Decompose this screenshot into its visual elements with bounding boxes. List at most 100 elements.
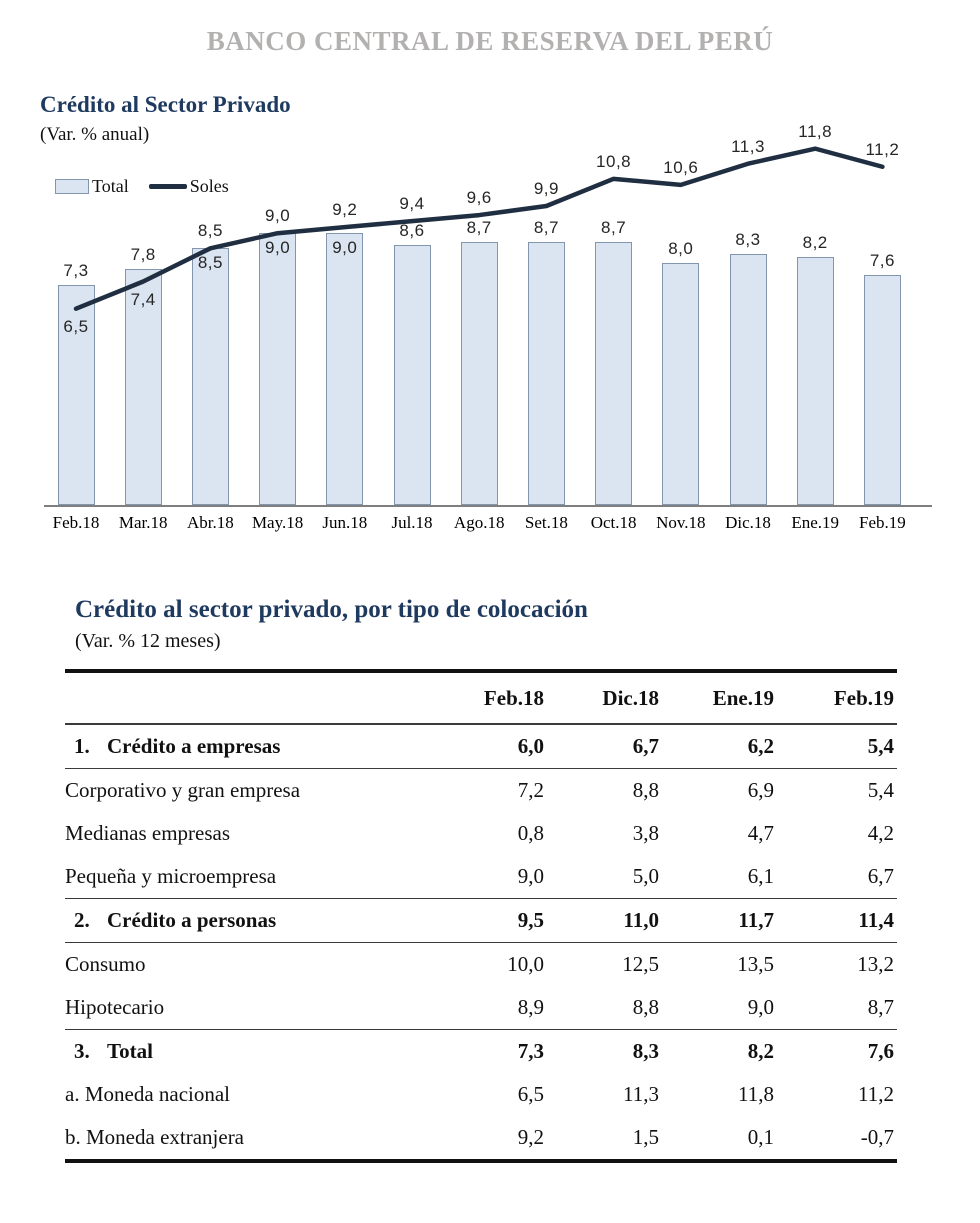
value-cell: 8,8	[632, 778, 659, 802]
x-axis-label: Jul.18	[391, 513, 433, 532]
value-cell: 7,2	[517, 778, 544, 802]
value-cell: 9,2	[517, 1125, 544, 1149]
line-value-label: 7,4	[130, 289, 156, 309]
value-cell: 0,8	[517, 821, 544, 845]
row-label: Corporativo y gran empresa	[65, 778, 301, 802]
value-cell: 8,7	[777, 986, 897, 1030]
value-cell: 13,2	[857, 952, 894, 976]
table-row: a. Moneda nacional 6,5 11,3 11,8 11,2	[65, 1073, 897, 1116]
value-cell: 9,0	[662, 986, 777, 1030]
chart-legend: Total Soles	[55, 176, 229, 197]
table-header-row: Feb.18 Dic.18 Ene.19 Feb.19	[65, 671, 897, 725]
value-cell: 5,4	[777, 724, 897, 769]
credit-chart: 7,3 6,5 Feb.18 7,8 7,4 Mar.18 8,5 8,5 Abr.18 9,0 9…	[0, 0, 980, 560]
value-cell: 11,0	[547, 898, 662, 943]
x-axis-label: Ene.19	[791, 513, 840, 532]
row-label: 1. Crédito a empresas	[65, 724, 432, 769]
value-cell: 9,5	[432, 898, 547, 943]
row-label: a. Moneda nacional	[65, 1082, 231, 1106]
row-number: 2.	[74, 908, 90, 932]
row-label-text: Total	[107, 1039, 153, 1063]
table-row: Medianas empresas 0,8 3,8 4,7 4,2	[65, 812, 897, 855]
table-title: Crédito al sector privado, por tipo de c…	[75, 596, 588, 623]
column-header: Feb.19	[777, 671, 897, 725]
value-cell: 3,8	[632, 821, 659, 845]
value-cell: 6,0	[432, 724, 547, 769]
line-value-label: 11,3	[731, 136, 765, 156]
bar-value-label: 7,8	[130, 245, 156, 265]
bar-value-label: 8,7	[601, 218, 627, 238]
value-cell: 6,9	[747, 778, 774, 802]
bar-value-label: 8,2	[802, 233, 828, 253]
line-value-label: 6,5	[63, 316, 89, 336]
line-value-label: 9,9	[533, 179, 559, 199]
bar-value-label: 8,7	[533, 218, 559, 238]
row-label: 2. Crédito a personas	[65, 898, 432, 943]
bar-value-label: 9,0	[265, 238, 291, 258]
total-bar	[460, 242, 498, 505]
bar-value-label: 8,6	[399, 221, 425, 241]
legend-total-label: Total	[92, 176, 129, 196]
value-cell: 0,1	[747, 1125, 774, 1149]
row-label: Consumo	[65, 952, 146, 976]
x-axis-label: Dic.18	[725, 513, 771, 532]
total-bar	[124, 269, 162, 505]
bank-title: BANCO CENTRAL DE RESERVA DEL PERÚ	[206, 26, 774, 56]
bar-value-label: 8,5	[197, 253, 223, 273]
table-row: Consumo 10,0 12,5 13,5 13,2	[65, 943, 897, 987]
legend-soles-label: Soles	[189, 176, 229, 196]
table-subtitle: (Var. % 12 meses)	[75, 630, 221, 652]
line-value-label: 9,4	[399, 194, 425, 214]
row-label-text: Crédito a personas	[107, 908, 277, 932]
total-bar	[393, 245, 431, 505]
x-axis-label: Feb.18	[52, 513, 100, 532]
total-bar	[595, 242, 633, 505]
bar-value-label: 8,3	[735, 230, 761, 250]
row-label: 3. Total	[65, 1030, 432, 1074]
value-cell: 1,5	[632, 1125, 659, 1149]
value-cell: 7,6	[867, 1039, 894, 1063]
value-cell: 5,4	[867, 778, 894, 802]
x-axis-label: Feb.19	[859, 513, 906, 532]
total-bar	[729, 254, 767, 505]
chart-title: Crédito al Sector Privado	[40, 92, 291, 117]
value-cell: 6,7	[547, 724, 662, 769]
value-cell: 12,5	[622, 952, 659, 976]
x-axis-label: Mar.18	[118, 513, 168, 532]
line-value-label: 9,0	[265, 206, 291, 226]
row-number: 1.	[74, 734, 90, 758]
bar-value-label: 9,0	[332, 238, 358, 258]
bar-value-label: 7,6	[869, 251, 895, 271]
value-cell: 11,2	[858, 1082, 894, 1106]
legend-total-swatch	[55, 179, 89, 194]
row-label: b. Moneda extranjera	[65, 1125, 245, 1149]
row-number: 3.	[74, 1039, 90, 1063]
total-bar	[191, 248, 229, 505]
value-cell: 11,3	[623, 1082, 659, 1106]
line-value-label: 10,8	[596, 151, 632, 171]
legend-soles-swatch	[148, 184, 187, 189]
credit-by-type-table: Feb.18 Dic.18 Ene.19 Feb.19 1. Crédito a emp…	[65, 669, 897, 1163]
total-bar	[57, 284, 95, 505]
table-body: 1. Crédito a empresas 6,0 6,7 6,2 5,4 Corporat…	[65, 724, 897, 1161]
soles-line	[73, 146, 885, 311]
column-header: Ene.19	[662, 671, 777, 725]
x-axis-label: Oct.18	[590, 513, 637, 532]
value-cell: 13,5	[737, 952, 774, 976]
value-cell: 6,2	[662, 724, 777, 769]
column-header: Dic.18	[547, 671, 662, 725]
column-header: Feb.18	[432, 671, 547, 725]
row-label: Hipotecario	[65, 986, 432, 1030]
value-cell: -0,7	[860, 1125, 894, 1149]
value-cell: 4,2	[867, 821, 894, 845]
corner-cell	[65, 671, 432, 725]
x-axis-line	[44, 505, 932, 507]
total-bar	[863, 275, 901, 505]
chart-subtitle: (Var. % anual)	[40, 124, 150, 145]
table-header: Feb.18 Dic.18 Ene.19 Feb.19	[65, 671, 897, 725]
table-row: Corporativo y gran empresa 7,2 8,8 6,9 5,4	[65, 769, 897, 813]
bar-value-label: 8,7	[466, 218, 492, 238]
row-label: Medianas empresas	[65, 821, 231, 845]
table-row: 1. Crédito a empresas 6,0 6,7 6,2 5,4	[65, 724, 897, 769]
